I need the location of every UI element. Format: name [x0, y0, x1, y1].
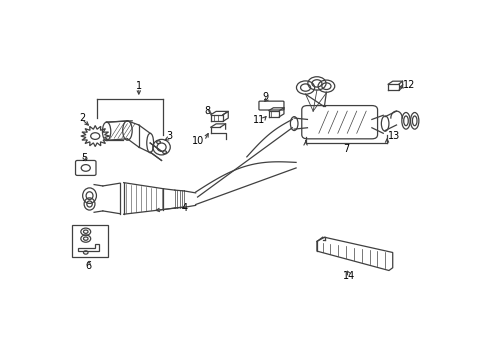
Text: 5: 5	[81, 153, 87, 163]
Text: 3: 3	[166, 131, 172, 141]
Text: 4: 4	[181, 203, 187, 213]
Text: 14: 14	[342, 271, 355, 281]
Text: 1: 1	[136, 81, 142, 91]
Text: 10: 10	[192, 136, 204, 146]
Text: 6: 6	[85, 261, 92, 271]
Text: 2: 2	[79, 113, 85, 123]
Text: 9: 9	[262, 92, 267, 102]
Text: 7: 7	[343, 144, 349, 153]
Text: 13: 13	[387, 131, 399, 141]
Text: 12: 12	[402, 80, 414, 90]
Text: 11: 11	[252, 115, 264, 125]
Text: 8: 8	[204, 106, 210, 116]
